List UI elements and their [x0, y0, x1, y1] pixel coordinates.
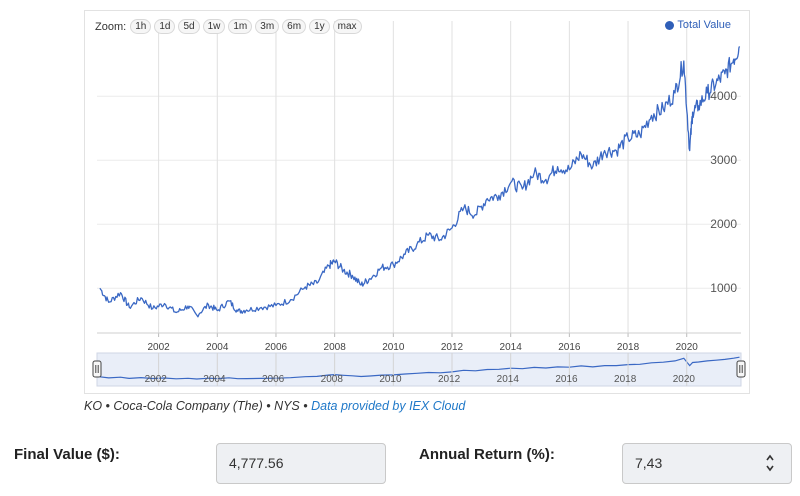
x-tick-label: 2016 — [558, 342, 581, 353]
final-value-label: Final Value ($): — [14, 446, 120, 463]
navigator: 2002 2004 2006 2008 2010 2012 2014 2016 2018 2020 — [92, 352, 746, 387]
x-tick-label: 2004 — [206, 342, 229, 353]
navigator-tick-label: 2020 — [673, 374, 696, 385]
series-line-total-value — [99, 46, 741, 318]
attribution-text: KO • Coca-Cola Company (The) • NYS • — [84, 399, 312, 413]
zoom-1m-button[interactable]: 1m — [228, 19, 253, 34]
handle-body — [92, 360, 102, 378]
annual-return-stepper[interactable]: 7,43 — [622, 443, 792, 484]
y-axis: 1000 2000 3000 4000 — [710, 89, 737, 295]
y-tick-label: 3000 — [710, 153, 737, 167]
x-tick-label: 2018 — [617, 342, 640, 353]
x-tick-label: 2002 — [147, 342, 170, 353]
zoom-bar: Zoom: 1h 1d 5d 1w 1m 3m 6m 1y max — [95, 19, 365, 34]
stepper-arrows-icon[interactable] — [765, 452, 775, 474]
navigator-series-line — [99, 356, 740, 380]
zoom-1y-button[interactable]: 1y — [309, 19, 330, 34]
legend-total-value[interactable]: Total Value — [665, 19, 731, 31]
legend-dot-icon — [665, 20, 675, 30]
x-axis: 2002 2004 2006 2008 2010 2012 2014 2016 2018 2020 — [147, 342, 698, 353]
navigator-tick-label: 2010 — [379, 374, 402, 385]
price-chart[interactable]: 1000 2000 3000 4000 2002 2004 2006 2008 2010 201… — [85, 11, 751, 395]
navigator-mask — [96, 352, 742, 387]
zoom-1w-button[interactable]: 1w — [202, 19, 226, 34]
navigator-tick-label: 2006 — [262, 374, 285, 385]
x-tick-label: 2020 — [676, 342, 699, 353]
annual-return-text: 7,43 — [635, 455, 663, 471]
y-tick-label: 1000 — [710, 281, 737, 295]
handle-body — [736, 360, 746, 378]
navigator-tick-label: 2018 — [614, 374, 637, 385]
grid-layer — [97, 21, 741, 337]
navigator-tick-label: 2008 — [321, 374, 344, 385]
annual-return-label: Annual Return (%): — [419, 446, 555, 463]
navigator-left-handle[interactable] — [92, 360, 102, 378]
chart-panel: 1000 2000 3000 4000 2002 2004 2006 2008 2010 201… — [84, 10, 750, 394]
iex-cloud-link[interactable]: Data provided by IEX Cloud — [311, 399, 466, 413]
legend-label: Total Value — [677, 19, 731, 31]
zoom-1h-button[interactable]: 1h — [130, 19, 152, 34]
zoom-6m-button[interactable]: 6m — [282, 19, 307, 34]
zoom-5d-button[interactable]: 5d — [178, 19, 200, 34]
x-tick-label: 2008 — [324, 342, 347, 353]
x-tick-label: 2012 — [441, 342, 464, 353]
navigator-tick-label: 2004 — [203, 374, 226, 385]
zoom-1d-button[interactable]: 1d — [154, 19, 176, 34]
x-tick-label: 2010 — [382, 342, 405, 353]
final-value-field: 4,777.56 — [216, 443, 386, 484]
zoom-max-button[interactable]: max — [332, 19, 362, 34]
series-layer — [99, 46, 741, 318]
navigator-tick-label: 2012 — [438, 374, 461, 385]
navigator-tick-label: 2016 — [555, 374, 578, 385]
final-value-text: 4,777.56 — [229, 455, 284, 471]
zoom-3m-button[interactable]: 3m — [255, 19, 280, 34]
navigator-tick-label: 2014 — [497, 374, 520, 385]
y-tick-label: 2000 — [710, 217, 737, 231]
navigator-tick-label: 2002 — [145, 374, 168, 385]
x-tick-label: 2014 — [500, 342, 523, 353]
navigator-right-handle[interactable] — [736, 360, 746, 378]
zoom-label: Zoom: — [95, 20, 127, 33]
x-tick-label: 2006 — [265, 342, 288, 353]
attribution: KO • Coca-Cola Company (The) • NYS • Dat… — [84, 399, 465, 413]
y-tick-label: 4000 — [710, 89, 737, 103]
